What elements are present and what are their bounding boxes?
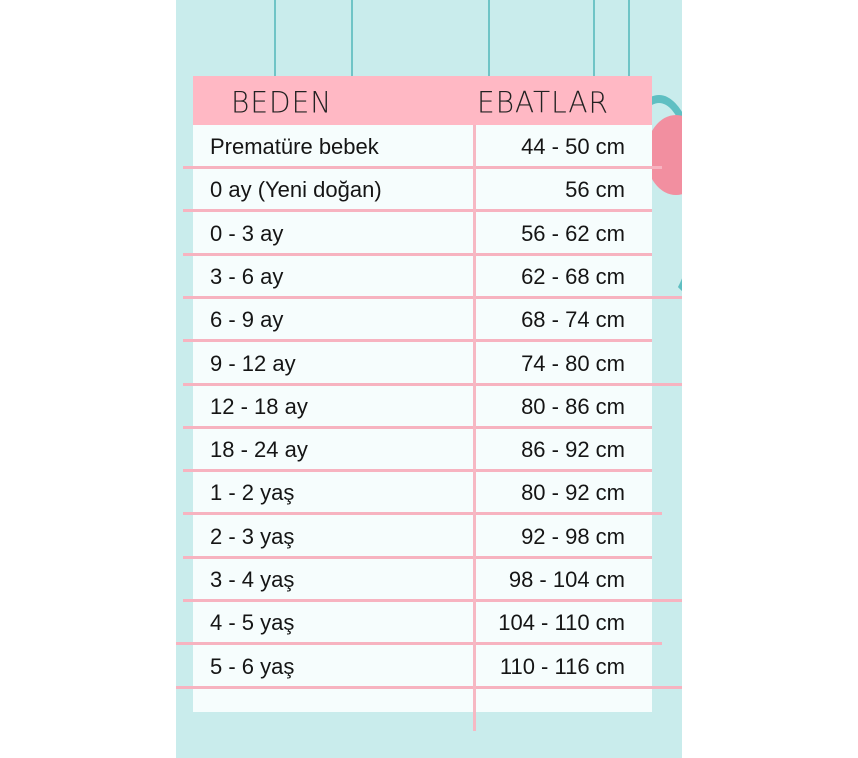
- row-divider: [183, 425, 652, 429]
- row-divider: [183, 555, 652, 559]
- size-label: 9 - 12 ay: [210, 350, 296, 376]
- hanging-string: [274, 0, 276, 80]
- measurement-value: 86 - 92 cm: [521, 437, 625, 463]
- measurement-value: 62 - 68 cm: [521, 263, 625, 289]
- measurement-value: 56 - 62 cm: [521, 220, 625, 246]
- table-header: BEDEN EBATLAR: [193, 76, 652, 125]
- row-divider: [183, 166, 662, 169]
- measurement-value: 44 - 50 cm: [521, 134, 625, 159]
- size-label: 4 - 5 yaş: [210, 610, 295, 636]
- measurement-value: 80 - 86 cm: [521, 393, 625, 419]
- size-label: 3 - 4 yaş: [210, 567, 295, 592]
- size-label: 0 - 3 ay: [210, 220, 284, 246]
- table-row: 6 - 9 ay 68 - 74 cm: [193, 298, 652, 341]
- size-label: 5 - 6 yaş: [210, 653, 295, 679]
- size-label: 3 - 6 ay: [210, 263, 284, 289]
- hanging-string: [351, 0, 353, 80]
- header-ebatlar: EBATLAR: [477, 85, 609, 120]
- row-divider: [183, 599, 682, 602]
- size-label: 12 - 18 ay: [210, 393, 308, 419]
- row-divider: [183, 295, 682, 299]
- size-label: 18 - 24 ay: [210, 437, 308, 463]
- measurement-value: 104 - 110 cm: [498, 610, 625, 636]
- size-label: Prematüre bebek: [210, 134, 379, 159]
- table-row: 18 - 24 ay 86 - 92 cm: [193, 428, 652, 471]
- hanging-string: [488, 0, 490, 80]
- measurement-value: 68 - 74 cm: [521, 307, 625, 333]
- measurement-value: 110 - 116 cm: [499, 653, 625, 679]
- table-row: 3 - 6 ay 62 - 68 cm: [193, 255, 652, 298]
- measurement-value: 56 cm: [565, 177, 625, 203]
- table-row: 9 - 12 ay 74 - 80 cm: [193, 342, 652, 385]
- table-row: 4 - 5 yaş 104 - 110 cm: [193, 601, 652, 644]
- size-label: 2 - 3 yaş: [210, 523, 295, 549]
- measurement-value: 80 - 92 cm: [521, 480, 625, 506]
- measurement-value: 92 - 98 cm: [521, 523, 625, 549]
- table-row: 0 ay (Yeni doğan) 56 cm: [193, 168, 652, 211]
- row-divider: [183, 469, 652, 473]
- table-row: 3 - 4 yaş 98 - 104 cm: [193, 558, 652, 601]
- hanging-string: [628, 0, 630, 80]
- table-row: Prematüre bebek 44 - 50 cm: [193, 125, 652, 168]
- row-divider: [183, 252, 652, 256]
- table-row: 5 - 6 yaş 110 - 116 cm: [193, 645, 652, 688]
- hanging-string: [593, 0, 595, 80]
- row-divider: [183, 339, 652, 343]
- row-divider: [176, 642, 662, 646]
- size-label: 6 - 9 ay: [210, 307, 284, 333]
- size-label: 0 ay (Yeni doğan): [210, 177, 382, 203]
- row-divider: [183, 209, 652, 213]
- measurement-value: 98 - 104 cm: [508, 567, 625, 592]
- table-row: 1 - 2 yaş 80 - 92 cm: [193, 471, 652, 514]
- row-divider: [183, 512, 662, 516]
- table-row: 0 - 3 ay 56 - 62 cm: [193, 212, 652, 255]
- table-row: 2 - 3 yaş 92 - 98 cm: [193, 515, 652, 558]
- row-divider: [183, 382, 682, 386]
- table-row: 12 - 18 ay 80 - 86 cm: [193, 385, 652, 428]
- size-table: BEDEN EBATLAR Prematüre bebek 44 - 50 cm 0…: [176, 76, 682, 731]
- row-divider: [176, 685, 682, 689]
- size-label: 1 - 2 yaş: [210, 480, 295, 506]
- header-beden: BEDEN: [231, 85, 333, 120]
- column-divider: [473, 125, 476, 731]
- measurement-value: 74 - 80 cm: [521, 350, 625, 376]
- size-chart-poster: BEDEN EBATLAR Prematüre bebek 44 - 50 cm 0…: [176, 0, 682, 758]
